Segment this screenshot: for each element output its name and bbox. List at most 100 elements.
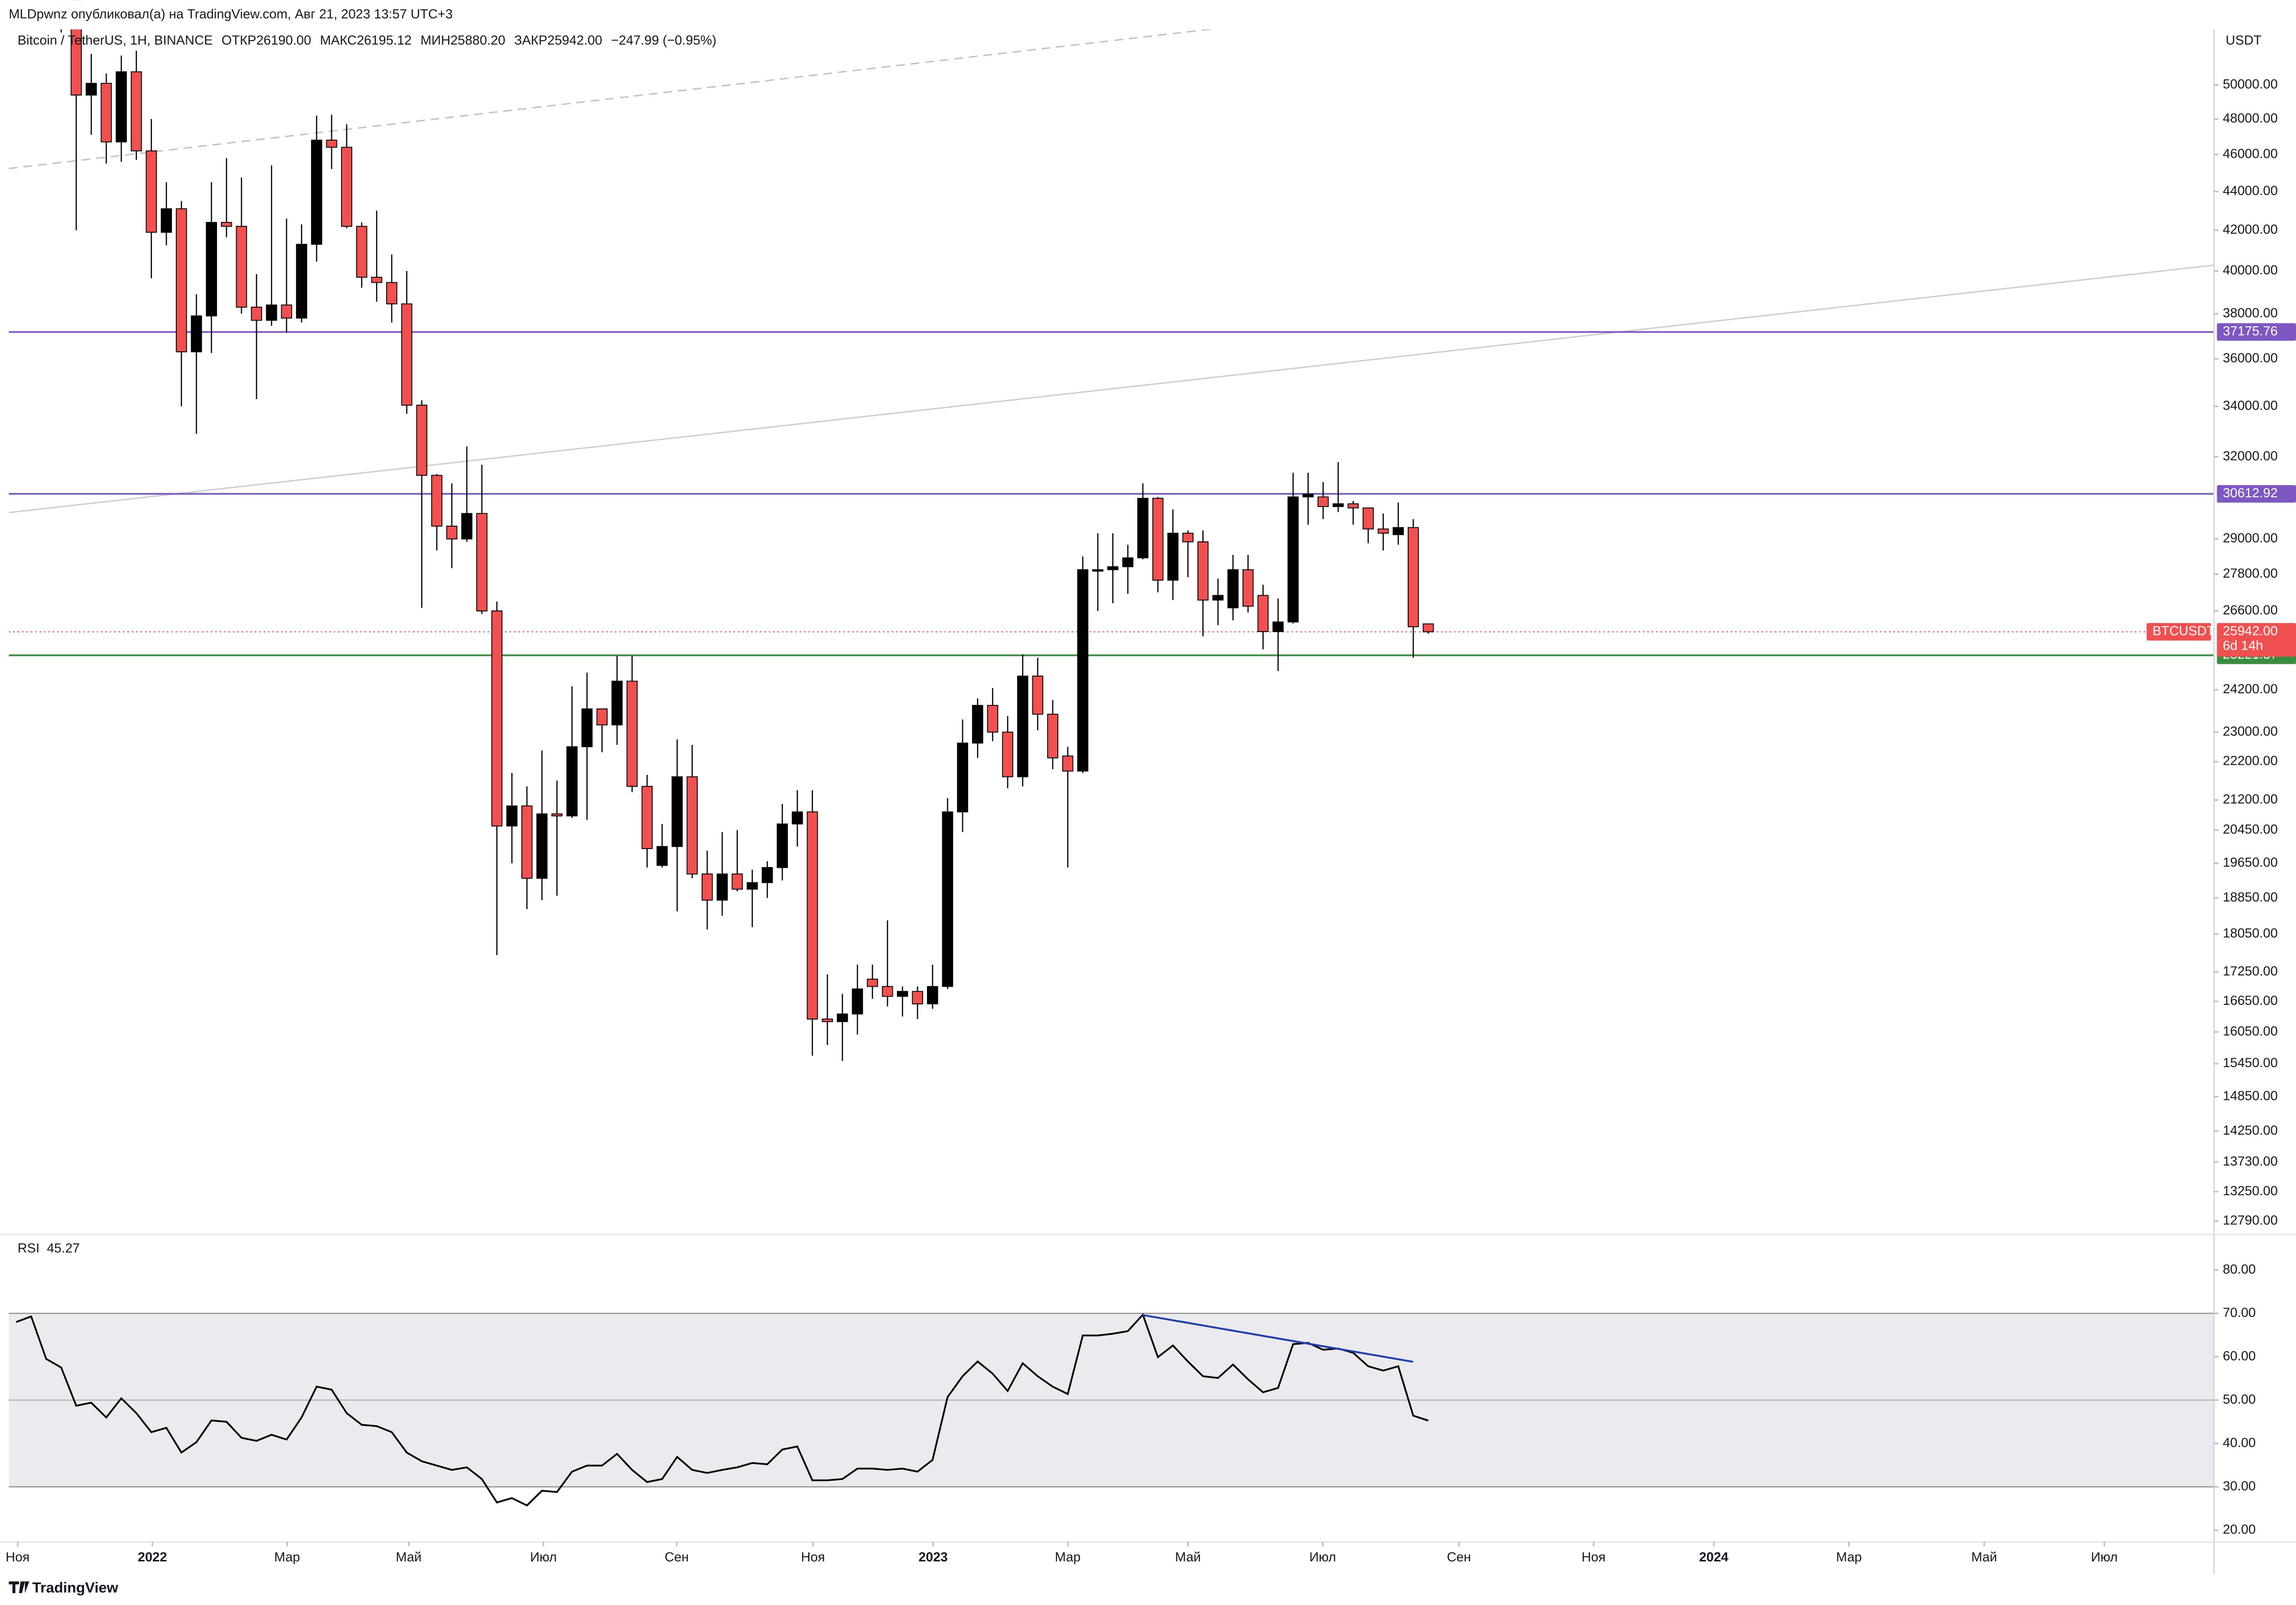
x-tick-label: Ноя xyxy=(801,1550,825,1564)
y-tick-label: 21200.00 xyxy=(2223,792,2278,806)
candle-body xyxy=(356,226,367,278)
level-label: 30612.92 xyxy=(2223,486,2278,500)
y-tick-label: 20.00 xyxy=(2223,1522,2256,1536)
candle-body xyxy=(987,705,999,733)
candle-body xyxy=(1332,503,1344,507)
x-tick-label: Сен xyxy=(1447,1550,1471,1564)
candle-body xyxy=(191,315,202,353)
y-tick-label: 30.00 xyxy=(2223,1479,2256,1493)
y-tick-label: 50000.00 xyxy=(2223,77,2278,92)
candle-body xyxy=(1287,496,1299,623)
y-tick-label: 42000.00 xyxy=(2223,222,2278,237)
y-tick-label: 13250.00 xyxy=(2223,1184,2278,1198)
candle-body xyxy=(867,978,878,987)
rsi-pane xyxy=(8,1313,2214,1507)
rsi-line xyxy=(16,1313,1429,1507)
candle-body xyxy=(1107,566,1119,570)
candle-body xyxy=(1377,528,1389,534)
y-tick-label: 15450.00 xyxy=(2223,1055,2278,1070)
x-tick-label: Ноя xyxy=(1582,1550,1606,1564)
rsi-name: RSI xyxy=(18,1241,40,1256)
candle-body xyxy=(521,805,533,879)
last-price-label: 25942.00 xyxy=(2223,624,2278,638)
y-tick-label: 16050.00 xyxy=(2223,1023,2278,1038)
y-tick-label: 16650.00 xyxy=(2223,993,2278,1008)
price-pane xyxy=(8,0,2214,1061)
candle-body xyxy=(957,742,968,813)
candle-body xyxy=(1032,676,1044,715)
candle-body xyxy=(491,610,503,827)
y-tick-label: 32000.00 xyxy=(2223,449,2278,463)
y-tick-label: 70.00 xyxy=(2223,1305,2256,1320)
symbol-text: Bitcoin / TetherUS, 1H, BINANCE xyxy=(18,33,213,48)
y-tick-label: 22200.00 xyxy=(2223,754,2278,768)
candle-body xyxy=(566,746,578,817)
candle-body xyxy=(881,986,893,997)
stat: ЗАКР25942.00 xyxy=(514,33,602,48)
x-tick-label: Май xyxy=(396,1550,422,1564)
candle-body xyxy=(611,681,623,726)
symbol-tag: BTCUSDT xyxy=(2152,624,2215,638)
y-tick-label: 20450.00 xyxy=(2223,822,2278,836)
candle-body xyxy=(686,776,698,875)
candle-body xyxy=(746,882,758,890)
candle-body xyxy=(220,222,232,227)
y-tick-label: 29000.00 xyxy=(2223,531,2278,545)
y-tick-label: 80.00 xyxy=(2223,1262,2256,1276)
candle-body xyxy=(1422,623,1434,632)
rsi-value: 45.27 xyxy=(47,1241,80,1256)
candle-body xyxy=(581,708,593,748)
candle-body xyxy=(281,304,293,319)
candle-body xyxy=(701,873,713,901)
candle-body xyxy=(1302,493,1314,498)
x-tick-label: Мар xyxy=(1055,1550,1081,1564)
trend-line xyxy=(8,23,1260,170)
y-tick-label: 26600.00 xyxy=(2223,603,2278,617)
candle-body xyxy=(296,243,307,319)
candle-body xyxy=(641,786,653,849)
x-tick-label: Мар xyxy=(1836,1550,1862,1564)
y-tick-label: 38000.00 xyxy=(2223,305,2278,320)
y-tick-label: 60.00 xyxy=(2223,1348,2256,1363)
candle-body xyxy=(206,222,217,316)
x-tick-label: Июл xyxy=(1309,1550,1336,1564)
x-tick-label: Май xyxy=(1971,1550,1997,1564)
candle-body xyxy=(251,307,262,321)
rsi-label: RSI 45.27 xyxy=(18,1241,80,1256)
candle-body xyxy=(1077,569,1089,772)
y-tick-label: 18850.00 xyxy=(2223,890,2278,904)
candle-body xyxy=(927,986,938,1004)
candle-body xyxy=(146,150,157,233)
candle-body xyxy=(236,226,247,308)
y-tick-label: 24200.00 xyxy=(2223,681,2278,696)
candle-body xyxy=(897,991,908,997)
y-tick-label: 46000.00 xyxy=(2223,146,2278,161)
candle-body xyxy=(401,303,413,406)
candle-body xyxy=(326,140,338,148)
stat: −247.99 (−0.95%) xyxy=(611,33,716,48)
candle-body xyxy=(116,71,127,143)
y-tick-label: 13730.00 xyxy=(2223,1154,2278,1168)
x-tick-label: 2023 xyxy=(919,1550,948,1564)
stat: ОТКР26190.00 xyxy=(221,33,311,48)
candle-body xyxy=(1318,496,1329,507)
x-tick-label: Июл xyxy=(530,1550,557,1564)
candle-body xyxy=(506,805,518,827)
candle-body xyxy=(1392,527,1404,535)
y-tick-label: 40000.00 xyxy=(2223,263,2278,277)
candle-body xyxy=(1062,755,1074,772)
y-tick-label: 50.00 xyxy=(2223,1392,2256,1407)
x-tick-label: 2024 xyxy=(1699,1550,1729,1564)
candle-body xyxy=(912,991,923,1004)
candle-body xyxy=(1092,569,1103,572)
candle-body xyxy=(657,846,668,866)
candle-body xyxy=(1347,503,1359,509)
level-label: 37175.76 xyxy=(2223,324,2278,339)
y-tick-label: 18050.00 xyxy=(2223,926,2278,941)
candle-body xyxy=(341,146,352,227)
candle-body xyxy=(836,1013,848,1022)
trend-line xyxy=(8,264,2214,513)
stat: МИН25880.20 xyxy=(420,33,505,48)
